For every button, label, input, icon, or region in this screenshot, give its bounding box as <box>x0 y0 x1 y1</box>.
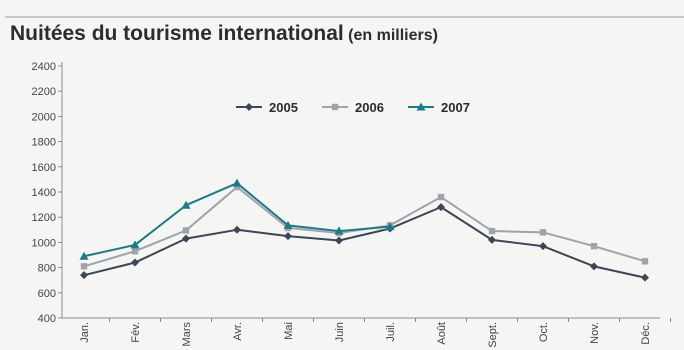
y-tick-label: 2000 <box>32 111 56 123</box>
data-point-2005 <box>233 225 241 234</box>
data-point-2006 <box>182 227 190 234</box>
data-point-2005 <box>80 271 88 280</box>
legend: 2005 2006 2007 <box>236 100 470 115</box>
y-tick-label: 600 <box>38 288 56 300</box>
data-point-2007 <box>181 200 191 209</box>
data-point-2007 <box>283 220 293 229</box>
data-point-2005 <box>182 234 190 243</box>
data-point-2007 <box>79 251 89 260</box>
legend-label-2006: 2006 <box>355 100 384 115</box>
x-tick-label: Août <box>436 322 448 345</box>
data-point-2005 <box>590 262 598 271</box>
data-point-2007 <box>334 226 344 235</box>
x-tick-label: Mai <box>283 322 295 340</box>
legend-marker-2007 <box>416 102 426 111</box>
data-point-2007 <box>232 178 242 187</box>
y-tick-label: 1200 <box>32 212 56 224</box>
data-point-2005 <box>488 235 496 244</box>
data-point-2006 <box>131 248 139 255</box>
x-tick-label: Fév. <box>130 322 142 343</box>
series-line-2006 <box>83 185 646 268</box>
y-tick-label: 400 <box>38 313 56 325</box>
x-tick-label: Déc. <box>640 322 652 345</box>
x-tick-label: Juil. <box>385 322 397 342</box>
x-tick-label: Nov. <box>589 322 601 344</box>
series-line-2007 <box>83 182 391 258</box>
data-point-2006 <box>641 258 649 265</box>
data-point-2006 <box>488 227 496 235</box>
data-point-2006 <box>233 183 241 191</box>
y-tick-label: 1600 <box>32 162 56 174</box>
data-point-2006 <box>590 242 598 250</box>
y-tick-label: 1800 <box>32 137 56 149</box>
series-line-2005 <box>83 206 646 279</box>
data-point-2006 <box>80 263 88 270</box>
data-point-2006 <box>437 193 445 201</box>
y-tick-label: 1000 <box>32 237 56 249</box>
data-point-2005 <box>641 273 649 282</box>
data-point-2006 <box>539 229 547 236</box>
x-tick-label: Jan. <box>79 322 91 343</box>
data-point-2005 <box>335 236 343 245</box>
legend-marker-2006 <box>331 103 339 111</box>
data-point-2005 <box>284 232 292 241</box>
x-tick-label: Mars <box>181 322 193 347</box>
plot-area: 400 600 800 1000 1200 1400 1600 1800 2000 2200 240… <box>32 61 671 348</box>
data-point-2007 <box>130 240 140 249</box>
legend-label-2005: 2005 <box>269 100 298 115</box>
y-tick-label: 800 <box>38 263 56 275</box>
x-tick-label: Avr. <box>232 322 244 341</box>
chart-title: Nuitées du tourisme international (en mi… <box>10 22 438 45</box>
data-point-2005 <box>131 258 139 267</box>
y-tick-label: 1400 <box>32 187 56 199</box>
y-tick-label: 2400 <box>32 61 56 73</box>
x-tick-label: Oct. <box>538 322 550 342</box>
x-tick-label: Sept. <box>487 322 499 348</box>
legend-label-2007: 2007 <box>441 100 470 115</box>
legend-marker-2005 <box>245 103 253 111</box>
data-point-2005 <box>437 203 445 212</box>
data-point-2005 <box>539 242 547 251</box>
x-tick-label: Juin <box>334 322 346 342</box>
data-point-2007 <box>385 222 395 231</box>
y-tick-label: 2200 <box>32 86 56 98</box>
